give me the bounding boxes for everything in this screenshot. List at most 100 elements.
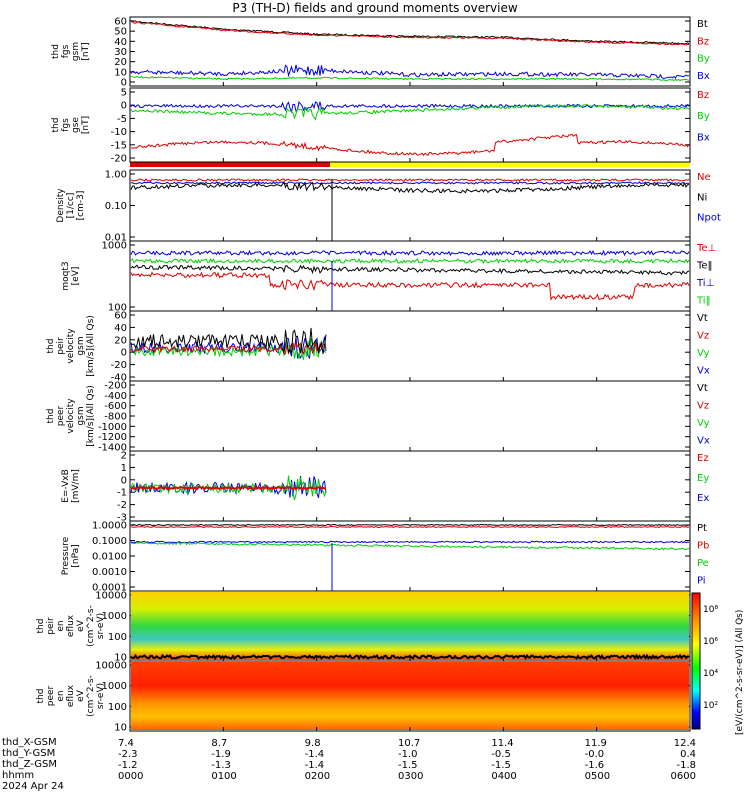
- y-tick-label: 0: [121, 348, 127, 359]
- legend-pe: Pe: [697, 558, 709, 569]
- y-axis-title-line: moqt3: [61, 261, 71, 290]
- y-tick-label: -20: [111, 154, 127, 165]
- y-axis-title-line: peer: [56, 405, 66, 426]
- panel-fgs-gse: 5 0 -5 -10 -15 -20 thd fgs gse [nT] Bz By Bx: [51, 88, 710, 165]
- ion-spectrogram: [131, 592, 689, 660]
- panel-ion-spec: 10000 1000 100 10 thd peir en eflux eV (cm^2-s-sr…: [36, 591, 690, 664]
- y-tick-label: 0: [121, 475, 127, 486]
- x-value-hhmm: 0500: [585, 771, 610, 782]
- y-tick-label: 0.1000: [92, 536, 127, 547]
- y-tick-label: 0: [121, 78, 127, 89]
- y-tick-label: 20: [114, 335, 127, 346]
- x-value-thd_x-gsm: 11.9: [585, 738, 607, 749]
- y-axis-title-line: E=-VxB: [61, 469, 71, 503]
- series-bx: [130, 64, 690, 79]
- y-axis-title: thd peer velocity gsm [km/s](All Qs): [46, 385, 96, 447]
- y-tick-label: 0.0001: [92, 583, 127, 594]
- legend-by: By: [697, 111, 710, 122]
- y-tick-label: 5: [121, 88, 127, 99]
- y-tick-label: 100: [108, 303, 127, 314]
- legend-bx: Bx: [697, 132, 710, 143]
- y-axis-title-line: Pressure: [61, 536, 71, 575]
- series-line: [130, 525, 690, 529]
- y-tick-label: 10: [114, 67, 127, 78]
- x-value-hhmm: 0000: [118, 771, 143, 782]
- legend-te⊥: Te⊥: [696, 243, 716, 254]
- y-axis-title-line: velocity: [66, 398, 76, 434]
- y-tick-label: 60: [114, 311, 127, 322]
- xrow-label-y: thd_Y-GSM: [2, 748, 56, 759]
- legend-bz: Bz: [697, 90, 709, 101]
- legend-vz: Vz: [697, 401, 709, 412]
- legend-ne: Ne: [697, 172, 711, 183]
- y-axis-title-line: [km/s](All Qs): [86, 385, 96, 447]
- legend-ey: Ey: [697, 473, 709, 484]
- legend-ti⊥: Ti⊥: [696, 278, 714, 289]
- y-tick-label: 10000: [95, 661, 127, 672]
- y-axis-title-line: thd: [51, 118, 61, 133]
- y-axis-title: thd peer en eflux eV (cm^2-s-sr-eV): [36, 675, 106, 717]
- y-axis-title: thd peir velocity gsm [km/s](All Qs): [46, 315, 96, 377]
- y-tick-label: -10: [111, 127, 127, 138]
- y-tick-label: -2: [117, 500, 127, 511]
- y-tick-label: -1000: [98, 422, 127, 433]
- x-value-thd_y-gsm: -2.3: [118, 749, 138, 760]
- x-value-thd_x-gsm: 11.4: [491, 738, 513, 749]
- density-traces: [130, 178, 690, 241]
- panel-temp: 1000 100 moqt3 [eV] Te⊥ Te‖ Ti⊥ Ti‖: [61, 241, 716, 314]
- legend-bx: Bx: [697, 71, 710, 82]
- colorbar-tick-label: 10²: [703, 701, 718, 711]
- y-axis-title-line: sr-eV): [96, 613, 106, 639]
- x-value-thd_z-gsm: -1.3: [211, 760, 231, 771]
- series-bz: [130, 21, 690, 46]
- y-axis-title-line: peir: [56, 337, 66, 355]
- xrow-label-x: thd_X-GSM: [2, 737, 57, 748]
- y-tick-label: 1.0000: [92, 521, 127, 532]
- y-axis-title-line: gsm: [76, 406, 86, 425]
- x-value-thd_z-gsm: -1.8: [676, 760, 696, 771]
- x-value-thd_y-gsm: -0.0: [585, 749, 605, 760]
- legend-vt: Vt: [697, 313, 708, 324]
- y-axis-title-line: thd: [46, 339, 56, 354]
- y-axis-title-line: sr-eV): [96, 683, 106, 709]
- series-line: [130, 271, 690, 301]
- y-tick-label: 1000: [102, 241, 127, 252]
- y-axis-title-line: thd: [51, 44, 61, 59]
- y-tick-label: 40: [114, 323, 127, 334]
- xrow-label-time: hhmm: [2, 770, 35, 781]
- x-value-thd_y-gsm: 0.4: [680, 749, 696, 760]
- y-tick-label: 0.10: [105, 201, 127, 212]
- legend-pi: Pi: [697, 576, 706, 587]
- panel-frame-fgs-gse: [129, 87, 691, 163]
- mode-bar-yellow: [330, 162, 690, 167]
- legend-ti‖: Ti‖: [696, 296, 711, 307]
- x-value-thd_x-gsm: 10.7: [398, 738, 420, 749]
- mode-bar-red: [130, 162, 330, 167]
- y-tick-label: -1200: [98, 432, 127, 443]
- x-value-hhmm: 0600: [671, 771, 696, 782]
- x-value-thd_y-gsm: -1.9: [211, 749, 231, 760]
- legend-pb: Pb: [697, 541, 709, 552]
- y-axis-title-line: (cm^2-s-: [86, 675, 96, 717]
- y-tick-label: 50: [114, 27, 127, 38]
- y-tick-label: 100: [108, 632, 127, 643]
- y-tick-label: -20: [111, 360, 127, 371]
- y-axis-title-line: Density: [56, 188, 66, 223]
- x-value-hhmm: 0300: [398, 771, 423, 782]
- series-line: [130, 133, 690, 156]
- series-line: [130, 523, 690, 527]
- y-axis-title-line: eV: [76, 619, 86, 632]
- legend-bz: Bz: [697, 36, 709, 47]
- y-axis-title-line: [nPa]: [71, 544, 81, 567]
- colorbar-tick-label: 10⁶: [703, 637, 718, 647]
- y-axis-title-line: thd: [36, 689, 46, 704]
- legend-te‖: Te‖: [696, 261, 713, 272]
- series-line: [130, 653, 690, 661]
- y-axis-title: thd fgs gse [nT]: [51, 116, 91, 134]
- y-axis-title-line: thd: [36, 619, 46, 634]
- legend-vx: Vx: [697, 436, 710, 447]
- series-line: [130, 540, 690, 544]
- legend-npot: Npot: [697, 213, 721, 224]
